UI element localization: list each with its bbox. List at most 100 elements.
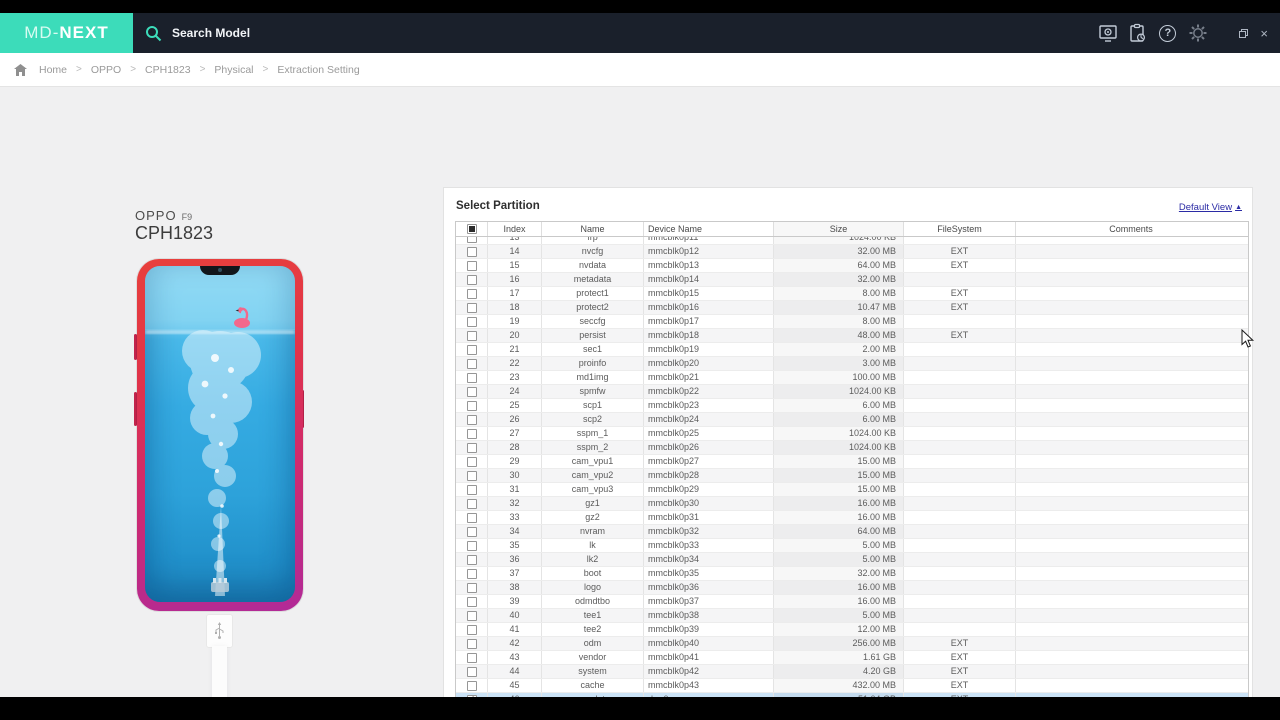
table-row[interactable]: 22 proinfo mmcblk0p20 3.00 MB — [456, 357, 1248, 371]
breadcrumb-item-physical[interactable]: Physical — [214, 63, 254, 76]
table-row[interactable]: 28 sspm_2 mmcblk0p26 1024.00 KB — [456, 441, 1248, 455]
table-row[interactable]: 17 protect1 mmcblk0p15 8.00 MB EXT — [456, 287, 1248, 301]
breadcrumb-item-oppo[interactable]: OPPO — [90, 63, 122, 76]
row-checkbox[interactable] — [456, 245, 488, 258]
row-checkbox[interactable] — [456, 371, 488, 384]
cell-filesystem — [904, 609, 1016, 622]
table-row[interactable]: 43 vendor mmcblk0p41 1.61 GB EXT — [456, 651, 1248, 665]
table-row[interactable]: 19 seccfg mmcblk0p17 8.00 MB — [456, 315, 1248, 329]
cell-comments — [1016, 245, 1246, 258]
row-checkbox[interactable] — [456, 273, 488, 286]
table-row[interactable]: 26 scp2 mmcblk0p24 6.00 MB — [456, 413, 1248, 427]
row-checkbox[interactable] — [456, 637, 488, 650]
row-checkbox[interactable] — [456, 651, 488, 664]
row-checkbox[interactable] — [456, 385, 488, 398]
row-checkbox[interactable] — [456, 483, 488, 496]
default-view-link[interactable]: Default View ▲ — [1178, 202, 1242, 213]
cell-device-name: mmcblk0p34 — [644, 553, 774, 566]
row-checkbox[interactable] — [456, 427, 488, 440]
search-input[interactable]: Search Model — [145, 13, 250, 53]
device-manager-icon[interactable] — [1097, 23, 1118, 44]
row-checkbox[interactable] — [456, 553, 488, 566]
cell-comments — [1016, 315, 1246, 328]
restore-button[interactable] — [1239, 28, 1249, 38]
table-row[interactable]: 32 gz1 mmcblk0p30 16.00 MB — [456, 497, 1248, 511]
table-row[interactable]: 15 nvdata mmcblk0p13 64.00 MB EXT — [456, 259, 1248, 273]
table-row[interactable]: 31 cam_vpu3 mmcblk0p29 15.00 MB — [456, 483, 1248, 497]
row-checkbox[interactable] — [456, 511, 488, 524]
row-checkbox[interactable] — [456, 441, 488, 454]
report-icon[interactable] — [1127, 23, 1148, 44]
row-checkbox[interactable] — [456, 469, 488, 482]
row-checkbox[interactable] — [456, 455, 488, 468]
table-row[interactable]: 14 nvcfg mmcblk0p12 32.00 MB EXT — [456, 245, 1248, 259]
table-row[interactable]: 13 frp mmcblk0p11 1024.00 KB — [456, 237, 1248, 245]
row-checkbox[interactable] — [456, 357, 488, 370]
row-checkbox[interactable] — [456, 567, 488, 580]
table-row[interactable]: 40 tee1 mmcblk0p38 5.00 MB — [456, 609, 1248, 623]
cell-name: gz2 — [542, 511, 644, 524]
cell-index: 30 — [488, 469, 542, 482]
table-row[interactable]: 38 logo mmcblk0p36 16.00 MB — [456, 581, 1248, 595]
table-row[interactable]: 16 metadata mmcblk0p14 32.00 MB — [456, 273, 1248, 287]
row-checkbox[interactable] — [456, 539, 488, 552]
table-row[interactable]: 34 nvram mmcblk0p32 64.00 MB — [456, 525, 1248, 539]
table-row[interactable]: 20 persist mmcblk0p18 48.00 MB EXT — [456, 329, 1248, 343]
cell-name: tee1 — [542, 609, 644, 622]
table-row[interactable]: 41 tee2 mmcblk0p39 12.00 MB — [456, 623, 1248, 637]
cell-name: vendor — [542, 651, 644, 664]
cell-name: cache — [542, 679, 644, 692]
table-row[interactable]: 33 gz2 mmcblk0p31 16.00 MB — [456, 511, 1248, 525]
cell-device-name: mmcblk0p39 — [644, 623, 774, 636]
table-row[interactable]: 24 spmfw mmcblk0p22 1024.00 KB — [456, 385, 1248, 399]
row-checkbox[interactable] — [456, 329, 488, 342]
row-checkbox[interactable] — [456, 237, 488, 244]
row-checkbox[interactable] — [456, 595, 488, 608]
cell-comments — [1016, 371, 1246, 384]
panel-title: Select Partition — [456, 200, 540, 212]
select-all-checkbox[interactable] — [456, 222, 488, 236]
app-logo[interactable]: MD- NEXT — [0, 13, 133, 53]
settings-gear-icon[interactable] — [1187, 23, 1208, 44]
table-row[interactable]: 42 odm mmcblk0p40 256.00 MB EXT — [456, 637, 1248, 651]
cell-comments — [1016, 385, 1246, 398]
top-black-strip — [0, 0, 1280, 13]
breadcrumb-item-cph1823[interactable]: CPH1823 — [145, 63, 191, 76]
row-checkbox[interactable] — [456, 301, 488, 314]
row-checkbox[interactable] — [456, 259, 488, 272]
row-checkbox[interactable] — [456, 315, 488, 328]
breadcrumb-item-extraction-setting[interactable]: Extraction Setting — [277, 63, 360, 76]
table-row[interactable]: 37 boot mmcblk0p35 32.00 MB — [456, 567, 1248, 581]
table-row[interactable]: 21 sec1 mmcblk0p19 2.00 MB — [456, 343, 1248, 357]
table-row[interactable]: 25 scp1 mmcblk0p23 6.00 MB — [456, 399, 1248, 413]
cell-filesystem: EXT — [904, 287, 1016, 300]
table-row[interactable]: 44 system mmcblk0p42 4.20 GB EXT — [456, 665, 1248, 679]
table-row[interactable]: 29 cam_vpu1 mmcblk0p27 15.00 MB — [456, 455, 1248, 469]
breadcrumb-item-home[interactable]: Home — [39, 63, 68, 76]
table-row[interactable]: 39 odmdtbo mmcblk0p37 16.00 MB — [456, 595, 1248, 609]
row-checkbox[interactable] — [456, 343, 488, 356]
close-button[interactable]: × — [1260, 25, 1268, 41]
table-row[interactable]: 45 cache mmcblk0p43 432.00 MB EXT — [456, 679, 1248, 693]
table-row[interactable]: 30 cam_vpu2 mmcblk0p28 15.00 MB — [456, 469, 1248, 483]
cell-name: gz1 — [542, 497, 644, 510]
row-checkbox[interactable] — [456, 413, 488, 426]
table-row[interactable]: 36 lk2 mmcblk0p34 5.00 MB — [456, 553, 1248, 567]
row-checkbox[interactable] — [456, 679, 488, 692]
row-checkbox[interactable] — [456, 581, 488, 594]
row-checkbox[interactable] — [456, 287, 488, 300]
help-icon[interactable]: ? — [1157, 23, 1178, 44]
table-row[interactable]: 18 protect2 mmcblk0p16 10.47 MB EXT — [456, 301, 1248, 315]
table-row[interactable]: 35 lk mmcblk0p33 5.00 MB — [456, 539, 1248, 553]
table-row[interactable]: 27 sspm_1 mmcblk0p25 1024.00 KB — [456, 427, 1248, 441]
row-checkbox[interactable] — [456, 525, 488, 538]
row-checkbox[interactable] — [456, 665, 488, 678]
row-checkbox[interactable] — [456, 399, 488, 412]
table-row[interactable]: 23 md1img mmcblk0p21 100.00 MB — [456, 371, 1248, 385]
cell-comments — [1016, 567, 1246, 580]
row-checkbox[interactable] — [456, 623, 488, 636]
row-checkbox[interactable] — [456, 609, 488, 622]
cell-comments — [1016, 357, 1246, 370]
row-checkbox[interactable] — [456, 497, 488, 510]
home-icon[interactable] — [14, 63, 27, 76]
